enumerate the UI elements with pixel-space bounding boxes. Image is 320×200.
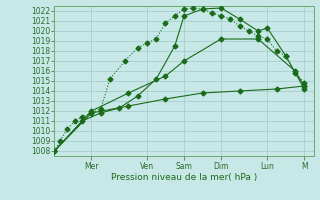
X-axis label: Pression niveau de la mer( hPa ): Pression niveau de la mer( hPa ): [111, 173, 257, 182]
